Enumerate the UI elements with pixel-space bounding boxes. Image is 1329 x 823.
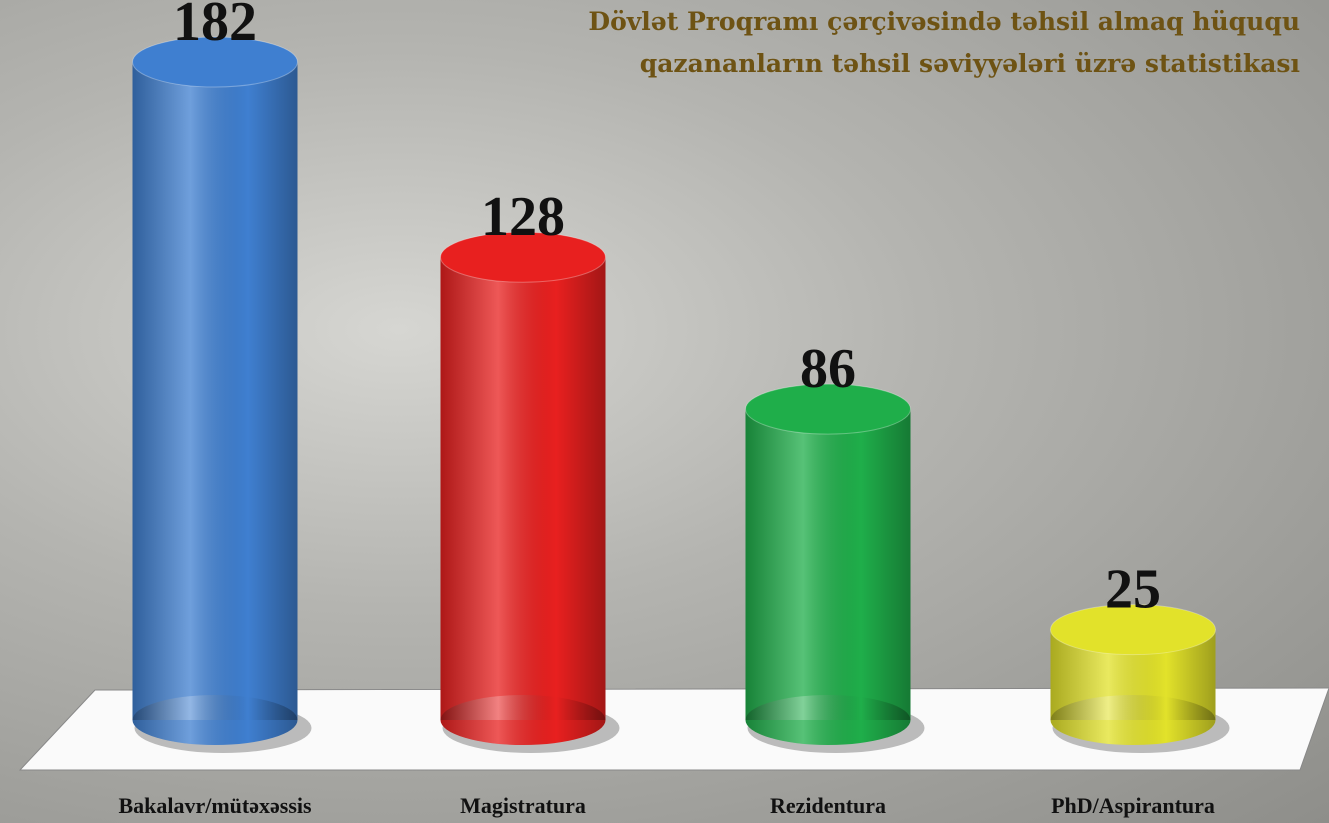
- x-tick-label: Rezidentura: [770, 793, 886, 818]
- value-label: 25: [1105, 559, 1161, 621]
- x-tick-label: Magistratura: [460, 793, 586, 818]
- bar-shade: [133, 62, 298, 720]
- value-label: 86: [800, 338, 856, 400]
- page: Dövlət Proqramı çərçivəsində təhsil alma…: [0, 0, 1329, 823]
- x-tick-label: Bakalavr/mütəxəssis: [118, 793, 312, 818]
- bar-bottom-shade: [441, 695, 606, 745]
- value-label: 128: [481, 186, 565, 248]
- chart-title: Dövlət Proqramı çərçivəsində təhsil alma…: [588, 7, 1300, 36]
- value-label: 182: [173, 0, 257, 53]
- bar-bottom-shade: [746, 695, 911, 745]
- bar-shade: [746, 409, 911, 720]
- bar-bottom-shade: [1051, 695, 1216, 745]
- x-tick-label: PhD/Aspirantura: [1051, 793, 1215, 818]
- chart: Dövlət Proqramı çərçivəsində təhsil alma…: [0, 0, 1329, 823]
- chart-title: qazananların təhsil səviyyələri üzrə sta…: [640, 49, 1300, 78]
- bar-bottom-shade: [133, 695, 298, 745]
- bar-shade: [441, 257, 606, 720]
